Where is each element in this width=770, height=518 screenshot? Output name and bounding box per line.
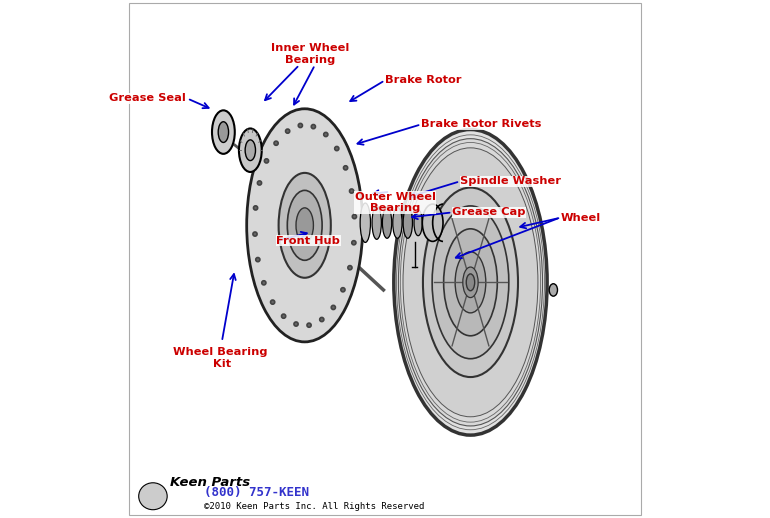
Circle shape — [341, 287, 345, 292]
Ellipse shape — [296, 208, 313, 243]
Circle shape — [270, 300, 275, 304]
Ellipse shape — [455, 252, 486, 313]
Text: Inner Wheel
Bearing: Inner Wheel Bearing — [271, 43, 349, 65]
Ellipse shape — [246, 109, 363, 342]
Circle shape — [264, 159, 269, 163]
Circle shape — [262, 281, 266, 285]
Circle shape — [307, 323, 311, 327]
Circle shape — [348, 266, 352, 270]
Text: Wheel Bearing 
Kit: Wheel Bearing Kit — [172, 347, 271, 369]
Circle shape — [282, 314, 286, 318]
Circle shape — [353, 214, 357, 219]
Ellipse shape — [403, 207, 413, 238]
Ellipse shape — [398, 139, 543, 426]
Ellipse shape — [139, 483, 167, 510]
Ellipse shape — [393, 130, 547, 435]
Circle shape — [253, 206, 258, 210]
Circle shape — [253, 232, 257, 236]
Ellipse shape — [432, 206, 509, 358]
Circle shape — [298, 123, 303, 127]
Text: Keen Parts: Keen Parts — [170, 476, 250, 489]
Ellipse shape — [279, 173, 331, 278]
Text: Wheel: Wheel — [561, 212, 601, 223]
Text: Grease Cap: Grease Cap — [452, 207, 526, 218]
Text: Brake Rotor Rivets: Brake Rotor Rivets — [421, 119, 541, 130]
Ellipse shape — [372, 206, 381, 239]
Circle shape — [294, 322, 298, 326]
Circle shape — [286, 129, 290, 133]
Text: Spindle Washer: Spindle Washer — [460, 176, 561, 186]
Ellipse shape — [549, 284, 557, 296]
Ellipse shape — [360, 203, 370, 242]
Circle shape — [335, 147, 339, 151]
Ellipse shape — [245, 140, 256, 161]
Circle shape — [320, 318, 324, 322]
Text: Outer Wheel
Bearing: Outer Wheel Bearing — [355, 192, 436, 213]
Circle shape — [323, 133, 328, 137]
Ellipse shape — [444, 229, 497, 336]
Circle shape — [257, 181, 262, 185]
Ellipse shape — [403, 148, 538, 417]
Circle shape — [343, 166, 347, 170]
Circle shape — [352, 241, 356, 245]
Circle shape — [350, 189, 353, 193]
Ellipse shape — [239, 128, 262, 172]
Text: (800) 757-KEEN: (800) 757-KEEN — [204, 486, 309, 499]
Ellipse shape — [287, 191, 322, 261]
Circle shape — [256, 257, 260, 262]
Ellipse shape — [414, 210, 422, 236]
Ellipse shape — [422, 204, 443, 241]
Ellipse shape — [218, 122, 229, 142]
Ellipse shape — [423, 188, 518, 377]
Text: ©2010 Keen Parts Inc. All Rights Reserved: ©2010 Keen Parts Inc. All Rights Reserve… — [204, 501, 424, 511]
Circle shape — [331, 306, 336, 310]
Ellipse shape — [212, 110, 235, 154]
Circle shape — [274, 141, 278, 145]
Ellipse shape — [393, 207, 402, 238]
Ellipse shape — [463, 267, 478, 297]
Text: Brake Rotor: Brake Rotor — [385, 75, 461, 85]
Ellipse shape — [467, 274, 474, 291]
Text: Grease Seal: Grease Seal — [109, 93, 186, 104]
Circle shape — [311, 124, 316, 128]
Ellipse shape — [383, 207, 392, 238]
Text: Front Hub: Front Hub — [276, 236, 340, 246]
